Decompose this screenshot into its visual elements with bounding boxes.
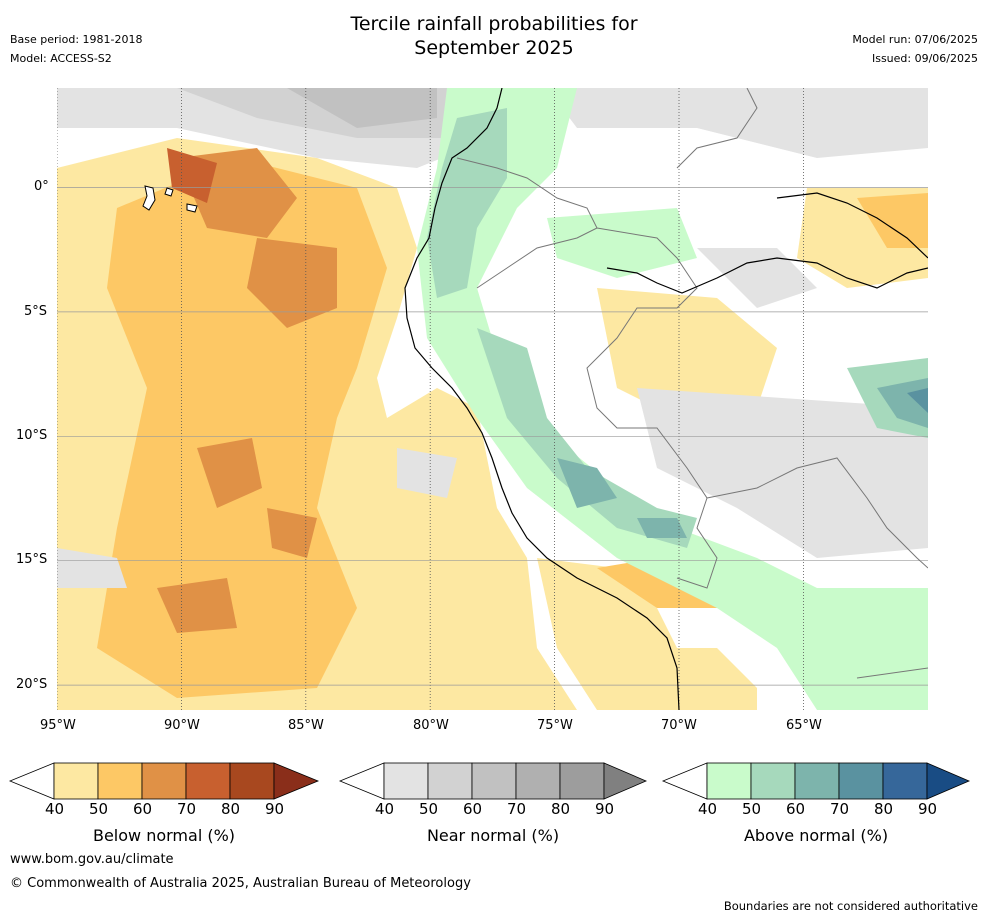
coastline [404,88,680,710]
colorbar-below-swatch [229,762,275,800]
colorbars [8,762,971,800]
base-period: Base period: 1981-2018 [10,33,143,46]
lon-label-90w: 90°W [164,718,200,733]
near-normal-field [57,88,928,588]
colorbar-below-swatch [141,762,187,800]
colorbar-above-swatch [794,762,840,800]
colorbar-above-swatch [750,762,796,800]
tick-near-60: 60 [463,800,483,818]
tick-above-90: 90 [918,800,938,818]
lat-label-10s: 10°S [16,428,48,443]
below-normal-field [57,138,928,710]
colorbar-below-swatch [97,762,143,800]
lat-label-20s: 20°S [16,677,48,692]
amazon-river [606,192,928,294]
lon-label-65w: 65°W [786,718,822,733]
legend-below-label: Below normal (%) [92,826,236,845]
colorbar-near-swatch [515,762,561,800]
rainfall-map [57,88,928,710]
title-line-1: Tercile rainfall probabilities for [350,13,638,35]
colorbar-above-swatch [706,762,752,800]
lat-label-15s: 15°S [16,552,48,567]
colorbar-near-swatch [603,762,648,800]
colorbar-near [338,762,648,800]
galapagos-islands [142,185,198,213]
model-run: Model run: 07/06/2025 [852,33,978,46]
country-borders [456,88,928,679]
tick-above-70: 70 [830,800,850,818]
lon-label-80w: 80°W [413,718,449,733]
colorbar-below-swatch [53,762,99,800]
map-title: Tercile rainfall probabilities for Septe… [0,12,988,60]
tick-below-40: 40 [45,800,65,818]
footer-copyright: © Commonwealth of Australia 2025, Austra… [10,876,471,891]
tick-near-70: 70 [507,800,527,818]
colorbar-above-swatch [926,762,971,800]
tick-near-90: 90 [595,800,615,818]
colorbar-below [8,762,320,800]
footer-url[interactable]: www.bom.gov.au/climate [10,852,174,867]
colorbar-below-swatch [273,762,320,800]
tick-near-50: 50 [419,800,439,818]
colorbar-near-swatch [559,762,605,800]
model-name: Model: ACCESS-S2 [10,52,112,65]
lon-label-75w: 75°W [537,718,573,733]
tick-near-80: 80 [551,800,571,818]
lat-gridlines [57,187,928,686]
lon-label-95w: 95°W [40,718,76,733]
lon-label-85w: 85°W [288,718,324,733]
legend-near-label: Near normal (%) [426,826,560,845]
colorbar-near-swatch [471,762,517,800]
lat-label-0: 0° [34,179,49,194]
tick-near-40: 40 [375,800,395,818]
colorbar-near-swatch [383,762,429,800]
tick-below-70: 70 [177,800,197,818]
colorbar-below-swatch [185,762,231,800]
tick-above-60: 60 [786,800,806,818]
tick-above-40: 40 [698,800,718,818]
colorbar-above-swatch [882,762,928,800]
above-normal-field [417,88,928,710]
tick-above-50: 50 [742,800,762,818]
colorbar-above-swatch [838,762,884,800]
tick-below-50: 50 [89,800,109,818]
title-line-2: September 2025 [414,37,574,59]
tick-below-60: 60 [133,800,153,818]
tick-above-80: 80 [874,800,894,818]
issued-date: Issued: 09/06/2025 [871,52,978,65]
colorbar-near-swatch [427,762,473,800]
lat-label-5s: 5°S [24,304,48,319]
colorbar-above [661,762,971,800]
tick-below-80: 80 [221,800,241,818]
lon-label-70w: 70°W [661,718,697,733]
legend-above-label: Above normal (%) [743,826,889,845]
tick-below-90: 90 [265,800,285,818]
footer-disclaimer: Boundaries are not considered authoritat… [723,899,978,913]
